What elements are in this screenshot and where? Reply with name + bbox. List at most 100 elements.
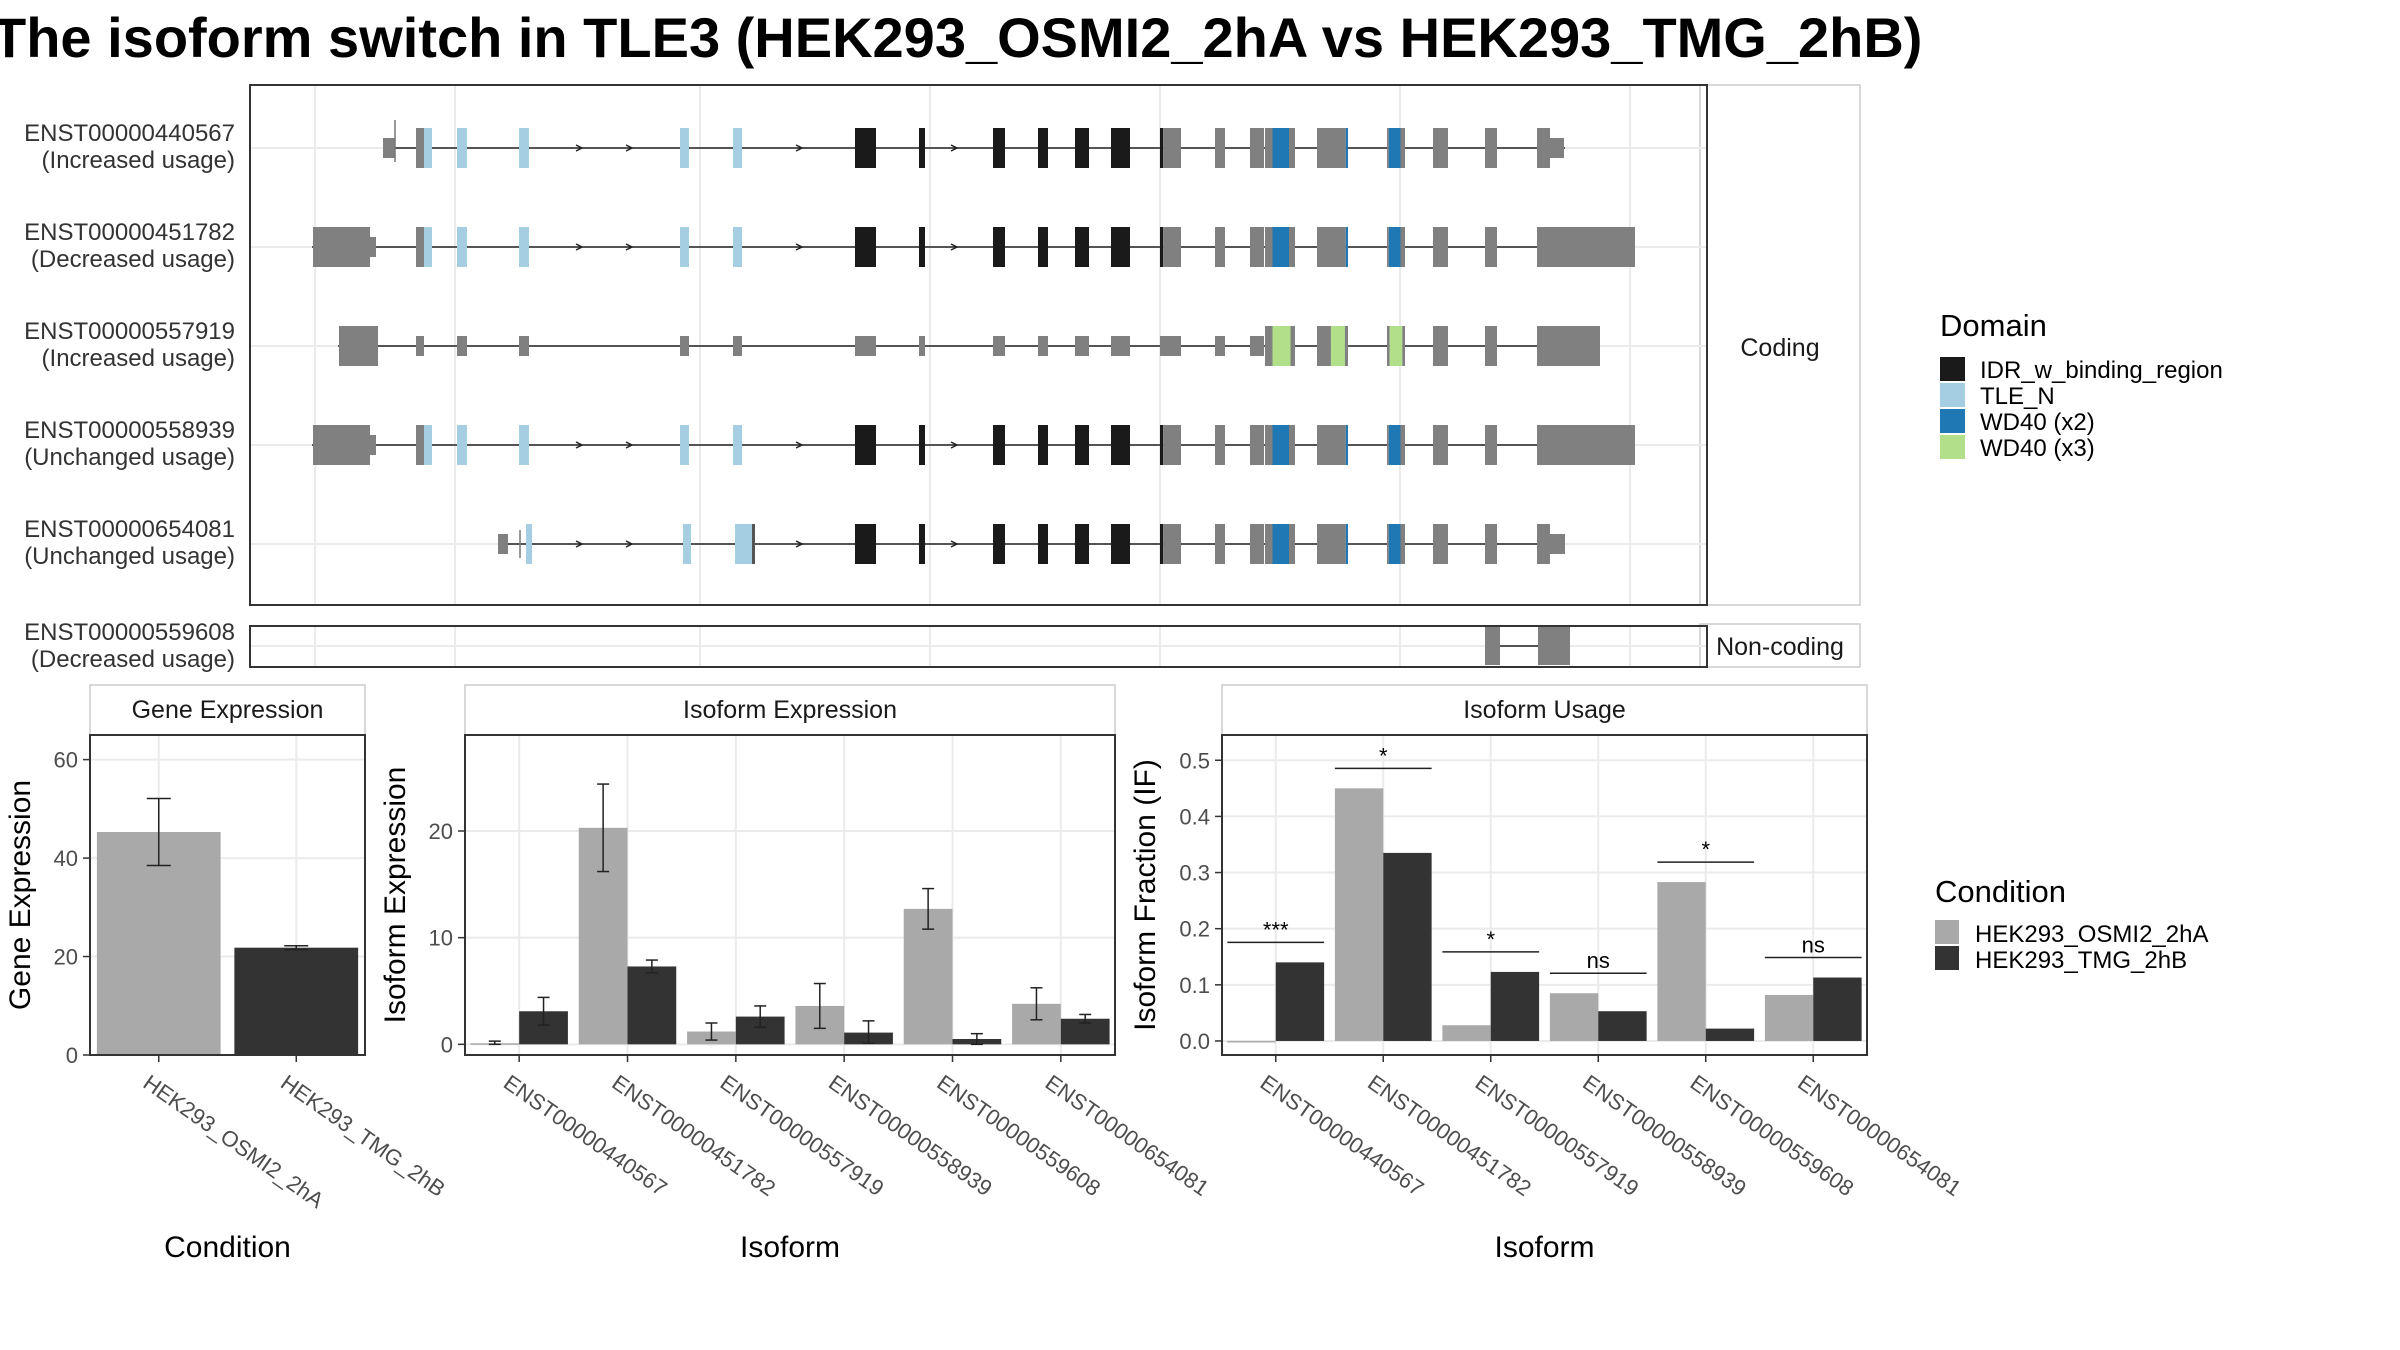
exon — [919, 128, 925, 168]
bar — [627, 966, 677, 1045]
transcript-ENST00000559608 — [1485, 627, 1570, 665]
direction-arrow — [795, 540, 804, 548]
legend-label-wd40-x2: WD40 (x2) — [1980, 409, 2095, 436]
domain-legend-title: Domain — [1940, 308, 2047, 343]
exon — [1400, 227, 1405, 267]
exon — [424, 128, 432, 168]
y-tick-label: 0 — [441, 1032, 453, 1057]
exon — [1265, 524, 1273, 564]
panel-border — [89, 734, 366, 1056]
exon — [416, 336, 424, 356]
exon — [1550, 425, 1635, 465]
exon — [1388, 227, 1401, 267]
exon — [457, 128, 467, 168]
direction-arrow — [625, 540, 634, 548]
exon — [424, 227, 432, 267]
coding-strip-label: Coding — [1740, 334, 1819, 362]
exon — [1433, 425, 1448, 465]
transcript-tracks — [312, 120, 1635, 665]
legend-key-idr — [1940, 357, 1965, 381]
exon — [519, 227, 529, 267]
exon — [1485, 326, 1497, 366]
exon — [919, 524, 925, 564]
exon — [680, 227, 689, 267]
isoform-usage-label: (Decreased usage) — [31, 646, 235, 673]
bar — [1490, 971, 1540, 1041]
bar — [1705, 1028, 1755, 1041]
direction-arrow — [575, 540, 584, 548]
transcript-ENST00000440567 — [383, 120, 1565, 168]
exon — [1160, 128, 1164, 168]
significance-label: ns — [1587, 948, 1610, 973]
y-tick-label: 0.5 — [1179, 748, 1210, 773]
exon — [1163, 425, 1181, 465]
exon — [735, 524, 752, 564]
legend-key-tle-n — [1940, 383, 1965, 407]
exon — [1345, 425, 1348, 465]
exon — [733, 425, 742, 465]
y-tick-label: 0 — [66, 1043, 78, 1068]
exon — [1215, 524, 1225, 564]
exon — [1038, 336, 1048, 356]
panel-strip-title: Isoform Usage — [1463, 696, 1626, 724]
exon — [1387, 524, 1389, 564]
exon — [1400, 128, 1405, 168]
exon — [1485, 627, 1500, 665]
direction-arrow — [795, 144, 804, 152]
exon — [1537, 128, 1550, 168]
panel-strip — [464, 684, 1116, 736]
exon — [519, 336, 529, 356]
exon — [1250, 227, 1264, 267]
exon — [1111, 128, 1130, 168]
isoform-usage-label: (Unchanged usage) — [24, 444, 235, 471]
exon — [519, 128, 529, 168]
y-axis-title: Isoform Fraction (IF) — [1129, 759, 1162, 1031]
transcript-ENST00000558939 — [312, 425, 1635, 465]
panel-strip — [1221, 684, 1868, 736]
exon — [1550, 227, 1635, 267]
noncoding-strip-label: Non-coding — [1716, 633, 1844, 661]
legend-label-idr: IDR_w_binding_region — [1980, 357, 2223, 384]
exon — [1075, 425, 1089, 465]
exon — [1537, 227, 1550, 267]
exon — [752, 524, 755, 564]
direction-arrow — [575, 243, 584, 251]
direction-arrow — [575, 441, 584, 449]
exon — [1387, 326, 1390, 366]
exon — [1160, 524, 1164, 564]
exon — [1111, 227, 1130, 267]
isoform-expression-panel: Isoform Expression01020ENST00000440567EN… — [379, 684, 1213, 1264]
exon — [1388, 128, 1401, 168]
exon — [1289, 227, 1295, 267]
exon — [1537, 524, 1550, 564]
y-axis-title: Gene Expression — [4, 780, 37, 1010]
legend-label-osmi2: HEK293_OSMI2_2hA — [1975, 921, 2208, 948]
noncoding-panel-grid — [250, 626, 1707, 667]
y-tick-label: 0.0 — [1179, 1029, 1210, 1054]
exon — [1400, 524, 1405, 564]
exon — [1433, 227, 1448, 267]
exon — [1038, 227, 1048, 267]
exon — [919, 336, 925, 356]
y-tick-label: 10 — [429, 926, 453, 951]
exon — [1537, 326, 1550, 366]
exon — [855, 227, 876, 267]
exon — [683, 524, 691, 564]
exon — [498, 534, 508, 554]
exon — [383, 138, 395, 158]
exon — [1265, 227, 1273, 267]
exon — [416, 227, 424, 267]
domain-legend: Domain IDR_w_binding_region TLE_N WD40 (… — [1940, 308, 2223, 462]
exon — [993, 227, 1005, 267]
exon — [1345, 128, 1348, 168]
exon — [1345, 524, 1348, 564]
exon — [1550, 138, 1564, 158]
exon — [855, 128, 876, 168]
bar — [1657, 882, 1706, 1041]
isoform-id-label: ENST00000558939 — [24, 417, 235, 444]
y-tick-label: 40 — [54, 846, 78, 871]
exon — [1387, 128, 1389, 168]
significance-label: * — [1486, 927, 1495, 952]
exon — [919, 425, 925, 465]
